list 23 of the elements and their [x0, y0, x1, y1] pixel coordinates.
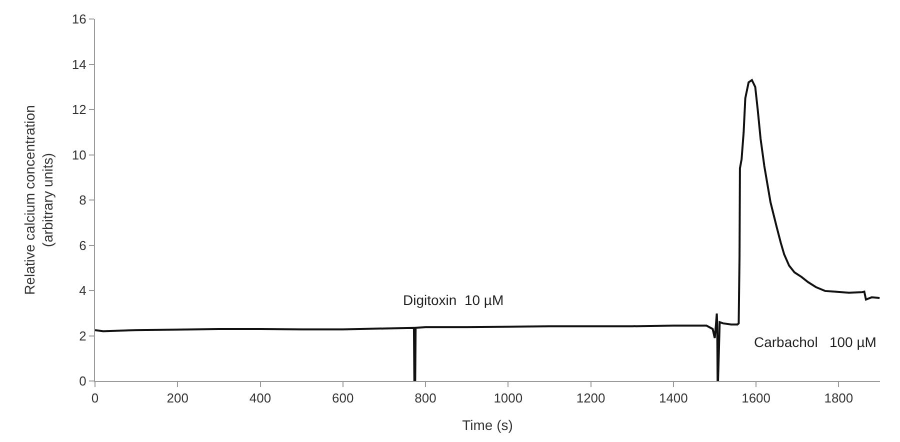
- x-tick-label: 0: [91, 390, 99, 406]
- x-tick-label: 1200: [576, 390, 606, 406]
- y-tick-label: 4: [79, 283, 86, 298]
- y-tick-label: 16: [72, 12, 86, 27]
- x-axis-title: Time (s): [462, 416, 513, 433]
- x-tick-label: 1800: [824, 390, 854, 406]
- x-tick-label: 400: [249, 390, 272, 406]
- y-tick-label: 14: [72, 56, 86, 72]
- y-tick-label: 6: [79, 238, 86, 253]
- y-tick-label: 10: [72, 147, 86, 162]
- x-tick-label: 1600: [742, 390, 771, 406]
- y-tick-label: 12: [72, 102, 86, 118]
- y-axis-title: Relative calcium concentration (arbitrary units): [21, 105, 56, 295]
- y-tick-label: 8: [79, 192, 86, 208]
- x-tick-label: 200: [166, 390, 188, 406]
- y-tick-label: 2: [79, 328, 86, 344]
- x-tick-label: 1400: [658, 390, 688, 406]
- annotation: Digitoxin 10 µM: [403, 292, 504, 308]
- x-tick-label: 600: [332, 390, 354, 406]
- x-tick-label: 1000: [494, 390, 523, 406]
- annotation: Carbachol 100 µM: [754, 334, 876, 350]
- x-tick-label: 800: [414, 390, 436, 406]
- y-tick-label: 0: [79, 374, 86, 389]
